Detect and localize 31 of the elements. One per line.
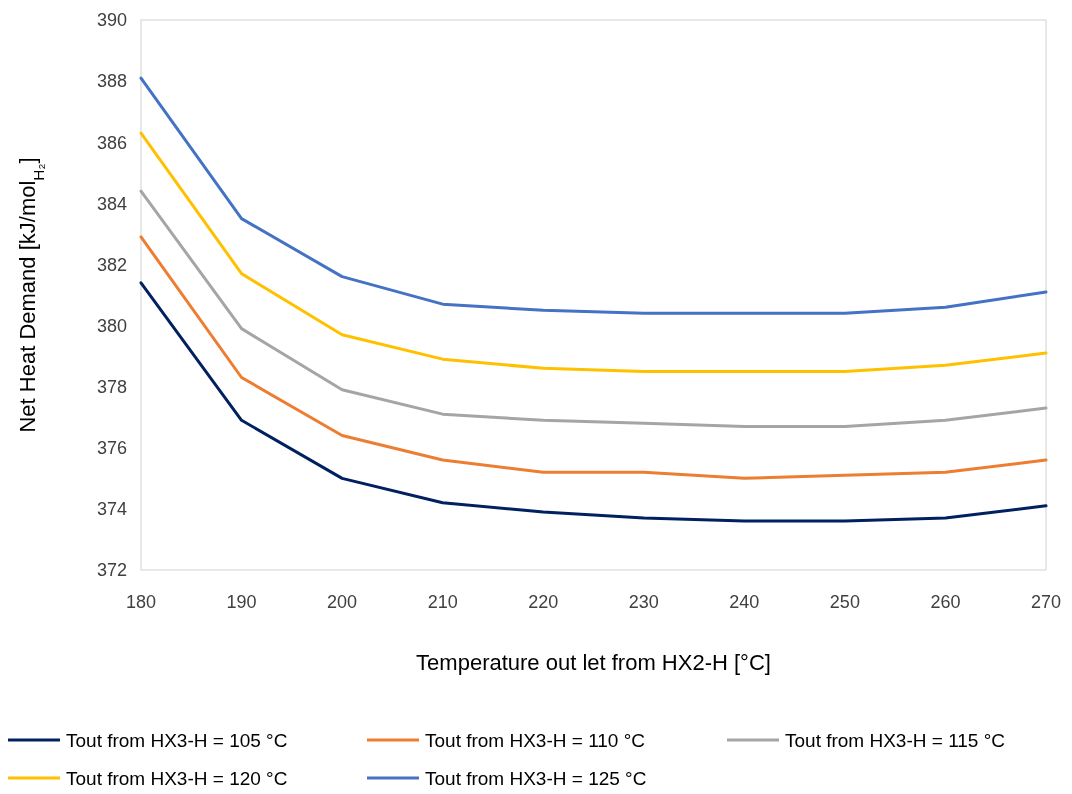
x-tick-label: 230 [628,592,659,612]
legend-label: Tout from HX3-H = 105 °C [66,729,288,751]
line-series [139,281,1048,523]
x-axis-title: Temperature out let from HX2-H [°C] [416,650,771,675]
x-tick-label: 220 [528,592,559,612]
x-tick-label: 240 [729,592,760,612]
line-series [139,189,1048,428]
y-tick-label: 378 [96,376,127,397]
y-tick-label: 376 [96,438,127,459]
x-tick-label: 180 [125,592,157,612]
x-tick-label: 210 [427,592,458,612]
line-series [139,76,1048,315]
line-series [139,235,1048,480]
legend-label: Tout from HX3-H = 120 °C [66,767,288,789]
line-series [139,131,1048,373]
y-tick-label: 380 [96,315,127,336]
y-tick-label: 384 [96,193,127,214]
y-tick-label: 374 [96,499,127,520]
y-tick-label: 386 [96,132,127,153]
x-tick-label: 200 [327,592,358,612]
legend-label: Tout from HX3-H = 110 °C [425,729,646,751]
x-tick-label: 260 [930,592,961,612]
x-tick-label: 270 [1030,592,1062,612]
legend-label: Tout from HX3-H = 125 °C [425,767,647,789]
y-tick-label: 382 [96,254,127,275]
y-tick-label: 372 [96,560,127,581]
legend-label: Tout from HX3-H = 115 °C [785,729,1006,751]
y-tick-label: 388 [96,71,127,92]
x-tick-label: 250 [829,592,860,612]
x-tick-label: 190 [226,592,257,612]
y-tick-label: 390 [96,10,127,31]
